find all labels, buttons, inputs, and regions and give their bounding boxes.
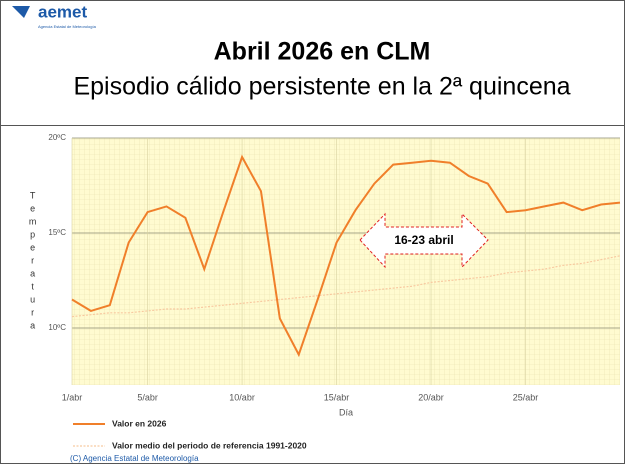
- x-tick-label: 10/abr: [229, 392, 255, 402]
- legend-label: Valor en 2026: [112, 418, 167, 428]
- y-tick-label: 15ºC: [48, 228, 66, 237]
- logo-tagline: Agencia Estatal de Meteorología: [38, 24, 97, 29]
- credit: (C) Agencia Estatal de Meteorología: [70, 454, 199, 463]
- chart-subtitle: Episodio cálido persistente en la 2ª qui…: [73, 73, 570, 101]
- x-tick-label: 20/abr: [418, 392, 444, 402]
- x-axis-label: Día: [339, 407, 353, 417]
- x-tick-label: 5/abr: [137, 392, 158, 402]
- chart-title: Abril 2026 en CLM: [214, 38, 431, 66]
- y-tick-label: 10ºC: [48, 323, 66, 332]
- plot-fine-grid: [72, 138, 620, 385]
- y-axis-label: Temperatura: [28, 191, 38, 334]
- header-box: [0, 0, 625, 126]
- annotation-arrow: [359, 212, 489, 269]
- logo: aemet: [38, 2, 87, 21]
- x-tick-label: 25/abr: [513, 392, 539, 402]
- legend-label: Valor medio del periodo de referencia 19…: [112, 440, 307, 450]
- x-tick-label: 1/abr: [62, 392, 83, 402]
- logo-icon: [12, 6, 30, 18]
- y-tick-label: 20ºC: [48, 133, 66, 142]
- annotation-label: 16-23 abril: [394, 233, 453, 247]
- line-series: [71, 255, 621, 318]
- line-series: [71, 154, 621, 358]
- x-tick-label: 15/abr: [324, 392, 350, 402]
